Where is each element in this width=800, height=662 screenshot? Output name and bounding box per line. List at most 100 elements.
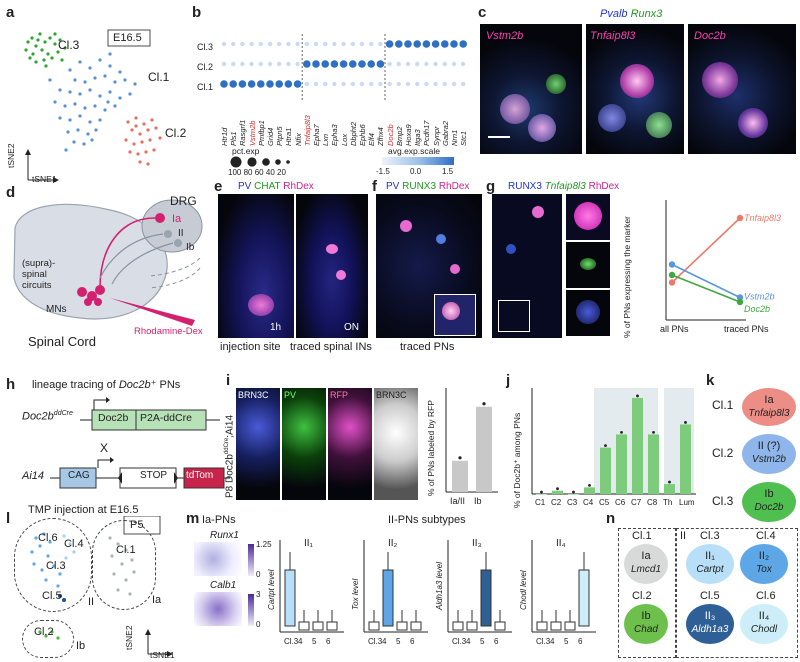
m-box-2-3 <box>494 621 506 631</box>
l-ii: II <box>88 596 95 608</box>
line-ai14: Ai14 <box>22 470 45 482</box>
gene-label-Lxn: Lxn <box>321 133 331 146</box>
stage-label-a: E16.5 <box>113 32 142 44</box>
dot-Cl.3-Itga3 <box>413 40 421 48</box>
stage-label-l: P5 <box>130 519 144 531</box>
l-cl2: Cl.2 <box>34 626 54 638</box>
gene-label-Itga3: Itga3 <box>413 129 423 146</box>
dot-Cl.1-Nrn1 <box>451 81 457 87</box>
m-x-tick-2-1: 4 <box>466 637 471 646</box>
micrograph-g4 <box>566 290 610 336</box>
gene-label-Synpr: Synpr <box>431 126 441 146</box>
cluster-cl2-points <box>124 116 162 166</box>
label-ia-d: Ia <box>172 213 182 225</box>
dot-Cl.3-Bmp2 <box>395 40 403 48</box>
dot-Cl.1-Pcdh17 <box>424 81 429 87</box>
g-series-label-doc2b: Doc2b <box>744 304 770 314</box>
micrograph-i2: PV <box>282 388 326 500</box>
micrograph-f <box>376 194 482 338</box>
j-bar-C7 <box>632 397 643 494</box>
panel-label-i: i <box>226 372 231 389</box>
dot-Cl.1-Gabra2 <box>442 81 447 87</box>
dot-Cl.1-Pls1 <box>229 80 237 88</box>
bar-chart-i: Ia/II Ib <box>445 388 498 506</box>
dot-Cl.1-Nfix <box>293 80 302 88</box>
j-x-tick-6: C7 <box>631 498 642 507</box>
dot-Cl.3-Htr1d <box>221 41 227 47</box>
j-point-0 <box>540 490 543 494</box>
micrograph-e1: 1h <box>218 194 294 338</box>
i-point-0 <box>458 456 462 460</box>
m-box-3-3 <box>578 569 590 627</box>
m-x-tick-0-0: Cl.3 <box>284 637 299 646</box>
m-x-tick-1-2: 5 <box>396 637 401 646</box>
j-point-5 <box>620 430 623 434</box>
label-mns: MNs <box>46 304 67 315</box>
m-box-3-2 <box>564 621 576 631</box>
j-bar-C8 <box>648 434 659 494</box>
gene-label-Gabra2: Gabra2 <box>440 120 450 146</box>
dot-Cl.2-Itga3 <box>415 61 420 67</box>
gene-label-Pmfbp1: Pmfbp1 <box>256 120 266 146</box>
micrograph-e2: ON <box>296 194 368 338</box>
g-point-Tnfaip8l3-1 <box>736 214 744 222</box>
header-e: PV CHAT RhDex <box>238 181 314 192</box>
i-bar-Ib <box>476 406 492 492</box>
gene-label-Pls1: Pls1 <box>229 131 239 146</box>
label-spinal-cord: Spinal Cord <box>28 334 96 349</box>
label-drg: DRG <box>170 194 197 208</box>
m-x-tick-3-3: 6 <box>578 637 583 646</box>
l-cl3: Cl.3 <box>46 560 66 572</box>
micrograph-g2 <box>566 194 610 240</box>
dot-Cl.2-Ptpn5 <box>277 61 282 67</box>
j-bar-C3 <box>568 494 579 495</box>
panel-label-g: g <box>486 178 496 195</box>
dot-Cl.1-Lox <box>341 81 346 87</box>
dot-Cl.3-Htra1 <box>286 41 291 47</box>
j-bar-C2 <box>552 490 563 494</box>
n-tile-ia: Ia Lmcd1 <box>624 544 668 584</box>
m-x-tick-0-1: 4 <box>298 637 303 646</box>
k-cl3: Cl.3 <box>712 494 734 508</box>
m-runx1-label: Runx1 <box>210 530 239 541</box>
panel-label-k: k <box>706 372 715 389</box>
n-tile-ib: Ib Chad <box>624 604 668 644</box>
cross-symbol: X <box>100 441 109 455</box>
n-tile-ii4: II₄ Chodl <box>740 604 788 644</box>
gene-label-Htr1d: Htr1d <box>220 127 229 146</box>
dot-Cl.3-Nrn1 <box>450 40 458 48</box>
gene-label-Epha3: Epha3 <box>330 124 340 146</box>
dot-Cl.2-Vstm2b <box>249 61 254 67</box>
m-box-1-2 <box>396 621 408 631</box>
dot-Cl.2-Htra1 <box>286 61 291 67</box>
dot-Cl.1-Pmfbp1 <box>257 80 265 88</box>
m-ylabel-3: Chodl level <box>519 570 528 610</box>
m-ylabel-2: Aldh1a3 level <box>435 562 444 611</box>
m-runx1-feature <box>194 542 242 576</box>
gene-label-Hoxa9: Hoxa9 <box>404 124 413 146</box>
j-x-tick-1: C2 <box>551 498 562 507</box>
header-f: PV RUNX3 RhDex <box>386 181 470 192</box>
g-x-tick-all: all PNs <box>660 324 689 334</box>
m-calb1-feature <box>194 592 242 626</box>
cluster-cl3-points <box>24 32 67 68</box>
n-cl2: Cl.2 <box>632 590 652 602</box>
gene-labels-b: Htr1d Pls1 Rasgrf1 Vstm2b Pmfbp1 Grid4 Ptpn5 Ht… <box>218 104 470 152</box>
line-chart-g: Tnfaip8l3 Vstm2b Doc2b all PNs traced PNs <box>660 200 781 334</box>
m-x-tick-2-3: 6 <box>494 637 499 646</box>
micrograph-c1: Vstm2b <box>480 24 582 154</box>
dot-Cl.3-Vstm2b <box>249 41 254 47</box>
n-tile-ii1: II₁ Cartpt <box>686 544 734 584</box>
n-cl5: Cl.5 <box>700 590 720 602</box>
j-x-tick-2: C3 <box>567 498 578 507</box>
dot-Cl.1-Lxn <box>323 81 328 87</box>
i-bar-Ia/II <box>452 460 468 492</box>
bar-chart-j: C1 C2 C3 C4 C5 C6 C7 C8 Th Lum <box>531 388 696 507</box>
dot-Cl.2-Lxn <box>321 60 329 68</box>
m-box-0-2 <box>312 621 324 631</box>
dot-Cl.3-Dbpht2 <box>350 41 355 47</box>
dot-Cl.2-Epha3 <box>330 60 339 68</box>
dot-Cl.2-Doc2b <box>387 61 392 67</box>
gene-label-Rasgrf1: Rasgrf1 <box>238 119 248 146</box>
n-tile-ii2: II₂ Tox <box>740 544 788 584</box>
